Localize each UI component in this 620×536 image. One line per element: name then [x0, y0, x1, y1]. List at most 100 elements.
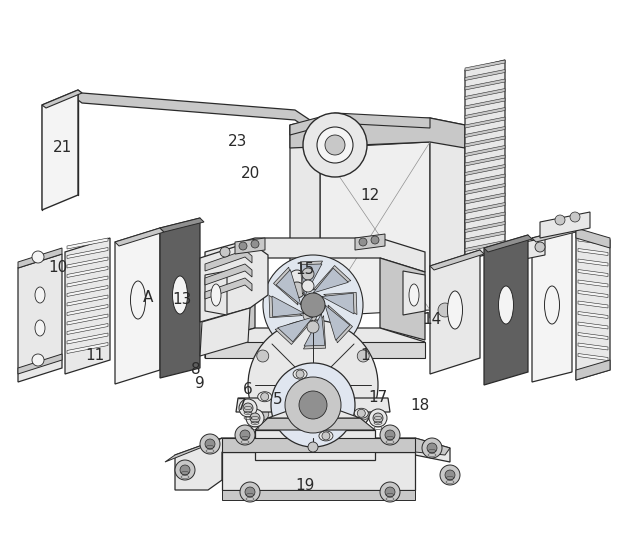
- Circle shape: [307, 437, 319, 449]
- Polygon shape: [67, 324, 108, 334]
- Circle shape: [240, 430, 250, 440]
- Polygon shape: [236, 398, 390, 412]
- Polygon shape: [67, 304, 108, 316]
- Polygon shape: [205, 250, 252, 271]
- Polygon shape: [67, 238, 108, 249]
- Text: 9: 9: [195, 376, 205, 391]
- Text: 14: 14: [422, 312, 441, 327]
- Ellipse shape: [35, 287, 45, 303]
- Ellipse shape: [172, 276, 187, 314]
- Polygon shape: [576, 360, 610, 380]
- Circle shape: [289, 282, 305, 298]
- Polygon shape: [465, 98, 505, 109]
- Circle shape: [535, 242, 545, 252]
- Text: 18: 18: [410, 398, 430, 413]
- Polygon shape: [540, 212, 590, 238]
- Polygon shape: [200, 242, 268, 322]
- Ellipse shape: [130, 281, 146, 319]
- Polygon shape: [160, 218, 204, 232]
- Circle shape: [307, 321, 319, 333]
- Polygon shape: [578, 280, 608, 287]
- Ellipse shape: [258, 392, 272, 401]
- Ellipse shape: [498, 286, 513, 324]
- Circle shape: [245, 487, 255, 497]
- Polygon shape: [465, 88, 505, 100]
- Polygon shape: [275, 320, 313, 345]
- Polygon shape: [465, 108, 505, 118]
- Polygon shape: [67, 343, 108, 354]
- Polygon shape: [484, 235, 528, 385]
- Ellipse shape: [293, 369, 307, 379]
- Polygon shape: [465, 231, 505, 242]
- Polygon shape: [67, 257, 108, 268]
- Polygon shape: [578, 238, 608, 245]
- Circle shape: [289, 270, 305, 286]
- Polygon shape: [578, 322, 608, 329]
- Circle shape: [385, 487, 395, 497]
- Polygon shape: [18, 354, 62, 374]
- Polygon shape: [465, 126, 505, 138]
- Polygon shape: [272, 296, 304, 317]
- Polygon shape: [465, 174, 505, 185]
- Circle shape: [248, 320, 378, 450]
- Polygon shape: [465, 136, 505, 147]
- Polygon shape: [301, 264, 322, 296]
- Polygon shape: [465, 193, 505, 204]
- Circle shape: [433, 298, 457, 322]
- Circle shape: [555, 215, 565, 225]
- Circle shape: [180, 465, 190, 475]
- Circle shape: [303, 113, 367, 177]
- Text: 10: 10: [48, 260, 68, 276]
- Polygon shape: [205, 238, 425, 272]
- Circle shape: [357, 350, 370, 362]
- Circle shape: [205, 439, 215, 449]
- Polygon shape: [165, 438, 222, 462]
- Circle shape: [380, 425, 400, 445]
- Circle shape: [371, 236, 379, 244]
- Polygon shape: [268, 410, 360, 418]
- Circle shape: [445, 470, 455, 480]
- Polygon shape: [576, 230, 610, 380]
- Polygon shape: [380, 258, 425, 340]
- Polygon shape: [295, 278, 320, 302]
- Polygon shape: [403, 271, 425, 315]
- Circle shape: [243, 403, 253, 413]
- Polygon shape: [465, 165, 505, 175]
- Polygon shape: [510, 238, 545, 262]
- Text: 17: 17: [368, 391, 388, 406]
- Polygon shape: [290, 118, 465, 148]
- Polygon shape: [255, 430, 375, 460]
- Polygon shape: [430, 250, 484, 270]
- Circle shape: [357, 408, 370, 420]
- Polygon shape: [578, 301, 608, 308]
- Polygon shape: [67, 295, 108, 306]
- Circle shape: [257, 350, 269, 362]
- Circle shape: [570, 212, 580, 222]
- Polygon shape: [578, 311, 608, 318]
- Polygon shape: [295, 265, 320, 297]
- Polygon shape: [67, 314, 108, 325]
- Polygon shape: [67, 248, 108, 258]
- Polygon shape: [430, 118, 465, 318]
- Text: 15: 15: [295, 263, 314, 278]
- Polygon shape: [18, 248, 62, 268]
- Circle shape: [303, 308, 317, 322]
- Circle shape: [322, 432, 330, 440]
- Polygon shape: [345, 438, 450, 462]
- Polygon shape: [484, 235, 532, 252]
- Polygon shape: [465, 117, 505, 128]
- Polygon shape: [578, 270, 608, 277]
- Polygon shape: [578, 259, 608, 266]
- Polygon shape: [465, 145, 505, 157]
- Circle shape: [260, 393, 268, 401]
- Circle shape: [200, 434, 220, 454]
- Circle shape: [285, 377, 341, 433]
- Ellipse shape: [544, 286, 559, 324]
- Polygon shape: [67, 266, 108, 278]
- Circle shape: [32, 251, 44, 263]
- Circle shape: [440, 465, 460, 485]
- Circle shape: [301, 293, 325, 317]
- Polygon shape: [205, 258, 255, 342]
- Polygon shape: [222, 438, 415, 452]
- Polygon shape: [205, 278, 252, 299]
